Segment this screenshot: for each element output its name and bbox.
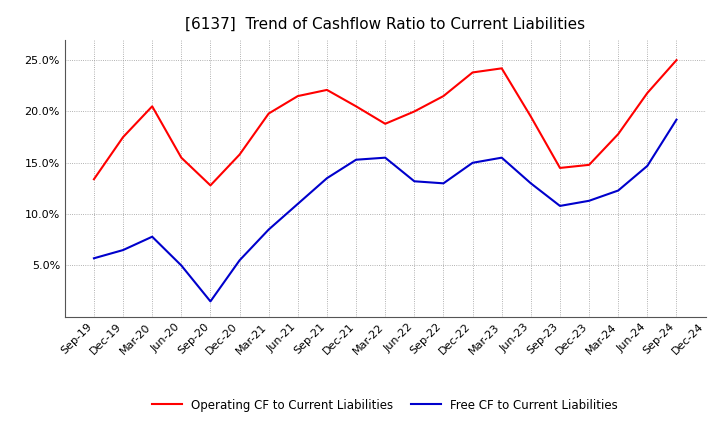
Free CF to Current Liabilities [206,299,215,304]
Operating CF to Current Liabilities [148,104,156,109]
Line: Free CF to Current Liabilities: Free CF to Current Liabilities [94,120,677,301]
Operating CF to Current Liabilities [498,66,506,71]
Operating CF to Current Liabilities [614,132,623,137]
Free CF to Current Liabilities [672,117,681,122]
Line: Operating CF to Current Liabilities: Operating CF to Current Liabilities [94,60,677,185]
Free CF to Current Liabilities [614,188,623,193]
Operating CF to Current Liabilities [352,104,361,109]
Free CF to Current Liabilities [119,247,127,253]
Operating CF to Current Liabilities [643,90,652,95]
Operating CF to Current Liabilities [410,109,418,114]
Free CF to Current Liabilities [264,227,273,232]
Operating CF to Current Liabilities [585,162,593,168]
Operating CF to Current Liabilities [89,176,98,182]
Legend: Operating CF to Current Liabilities, Free CF to Current Liabilities: Operating CF to Current Liabilities, Fre… [148,394,623,416]
Operating CF to Current Liabilities [526,114,535,119]
Operating CF to Current Liabilities [323,87,331,92]
Operating CF to Current Liabilities [672,58,681,63]
Free CF to Current Liabilities [498,155,506,160]
Operating CF to Current Liabilities [468,70,477,75]
Operating CF to Current Liabilities [177,155,186,160]
Operating CF to Current Liabilities [556,165,564,171]
Free CF to Current Liabilities [468,160,477,165]
Free CF to Current Liabilities [439,181,448,186]
Free CF to Current Liabilities [323,176,331,181]
Operating CF to Current Liabilities [235,152,244,157]
Operating CF to Current Liabilities [381,121,390,126]
Title: [6137]  Trend of Cashflow Ratio to Current Liabilities: [6137] Trend of Cashflow Ratio to Curren… [185,16,585,32]
Free CF to Current Liabilities [556,203,564,209]
Free CF to Current Liabilities [352,157,361,162]
Free CF to Current Liabilities [381,155,390,160]
Operating CF to Current Liabilities [119,135,127,140]
Operating CF to Current Liabilities [439,93,448,99]
Free CF to Current Liabilities [585,198,593,203]
Free CF to Current Liabilities [177,263,186,268]
Free CF to Current Liabilities [235,258,244,263]
Free CF to Current Liabilities [89,256,98,261]
Free CF to Current Liabilities [526,181,535,186]
Free CF to Current Liabilities [148,234,156,239]
Operating CF to Current Liabilities [294,93,302,99]
Free CF to Current Liabilities [643,163,652,169]
Free CF to Current Liabilities [410,179,418,184]
Operating CF to Current Liabilities [264,111,273,116]
Operating CF to Current Liabilities [206,183,215,188]
Free CF to Current Liabilities [294,201,302,206]
